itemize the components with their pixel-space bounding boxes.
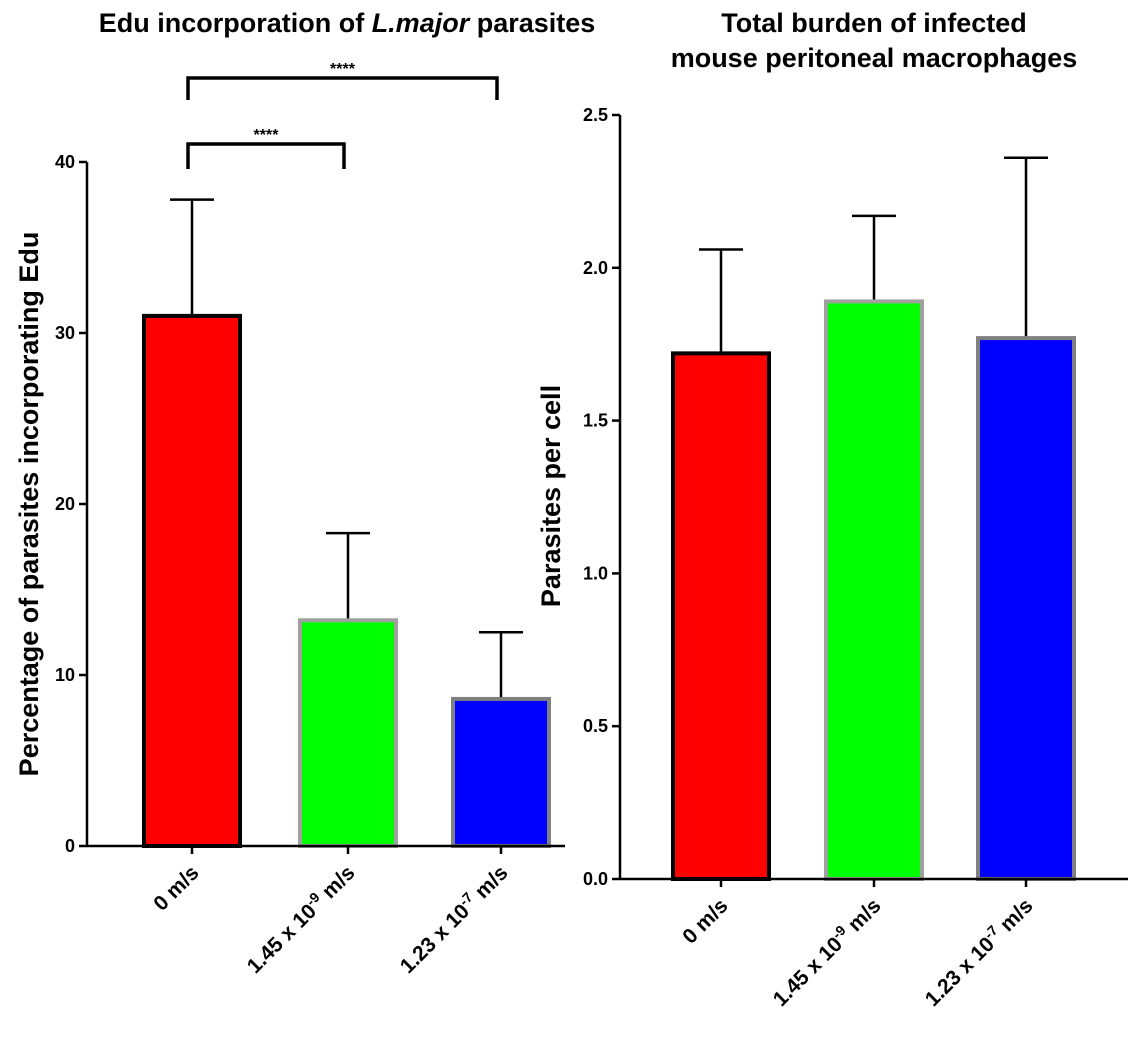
burden-y-tick-label-0: 0.0 — [583, 869, 608, 889]
edu-category-label-0: 0 m/s — [149, 861, 203, 915]
burden-y-tick-label-3: 1.5 — [583, 411, 608, 431]
burden-category-label-0: 0 m/s — [678, 894, 732, 948]
edu-y-axis-label: Percentage of parasites incorporating Ed… — [14, 232, 44, 777]
edu-chart-title: Edu incorporation of L.major parasites — [99, 8, 596, 38]
edu-significance-label-0: **** — [254, 127, 280, 144]
burden-bar-2 — [976, 336, 1076, 881]
burden-y-tick-label-4: 2.0 — [583, 258, 608, 278]
edu-category-label-2: 1.23 x 10-7 m/s — [394, 859, 513, 978]
burden-bar-1 — [824, 299, 924, 881]
burden-category-label-2: 1.23 x 10-7 m/s — [919, 892, 1038, 1011]
burden-y-axis-label: Parasites per cell — [536, 385, 566, 607]
edu-y-tick-label-0: 0 — [65, 836, 75, 856]
edu-bar-2 — [451, 696, 551, 848]
edu-y-tick-label-4: 40 — [55, 152, 75, 172]
burden-y-tick-label-1: 0.5 — [583, 716, 608, 736]
burden-chart-title: Total burden of infected mouse peritoneal… — [671, 8, 1078, 73]
burden-category-label-1: 1.45 x 10-9 m/s — [767, 892, 886, 1011]
edu-significance-label-1: **** — [330, 61, 356, 78]
edu-bar-1 — [298, 618, 398, 849]
edu-y-tick-label-1: 10 — [55, 665, 75, 685]
edu-bar-0 — [142, 313, 242, 848]
edu-incorporation-chart: Edu incorporation of L.major parasites Pe… — [14, 8, 595, 978]
parasite-burden-chart: Total burden of infected mouse peritoneal… — [536, 8, 1128, 1011]
burden-y-tick-label-5: 2.5 — [583, 105, 608, 125]
edu-significance-bracket-0 — [186, 142, 346, 169]
burden-bar-0 — [671, 351, 771, 882]
burden-y-tick-label-2: 1.0 — [583, 563, 608, 583]
edu-significance-bracket-1 — [186, 76, 499, 100]
edu-y-tick-label-3: 30 — [55, 323, 75, 343]
edu-y-tick-label-2: 20 — [55, 494, 75, 514]
edu-category-label-1: 1.45 x 10-9 m/s — [241, 859, 360, 978]
